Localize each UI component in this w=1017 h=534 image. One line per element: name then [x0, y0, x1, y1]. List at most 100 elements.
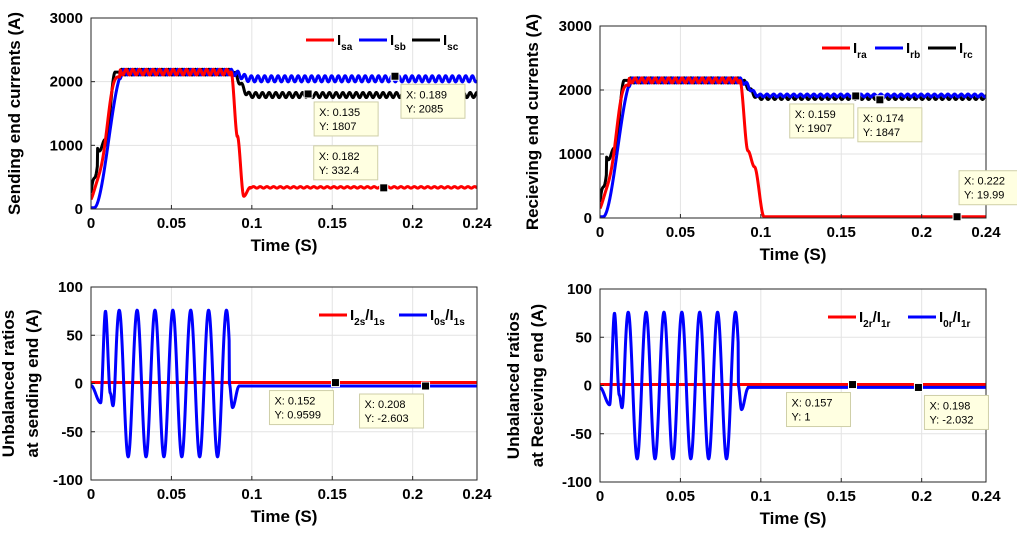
datatip-x: X: 0.152 [274, 396, 315, 408]
datatip-marker [952, 212, 962, 222]
legend-label-main: /I [365, 307, 373, 324]
y-tick-label: -100 [53, 472, 83, 489]
legend-label-main: I [859, 309, 863, 326]
legend-label-main: I [430, 307, 434, 324]
datatip-marker [848, 380, 858, 390]
datatip-marker [875, 95, 885, 105]
datatip-y: Y: 2085 [406, 103, 443, 115]
y-axis-title: at sending end (A) [23, 309, 42, 457]
datatip-x: X: 0.157 [792, 398, 833, 410]
x-axis-title: Time (S) [251, 236, 318, 255]
legend-label-main: I [390, 32, 394, 49]
legend-label-sub: sa [341, 42, 353, 53]
x-tick-label: 0.24 [971, 224, 1001, 241]
x-tick-label: 0.1 [241, 215, 262, 232]
legend: I2s/I1s I0s/I1s [319, 307, 465, 328]
x-tick-label: 0.05 [157, 486, 186, 503]
datatip: X: 0.135 Y: 1807 [303, 89, 379, 137]
series-group [91, 308, 477, 459]
legend-label-sub: rc [963, 50, 973, 61]
y-tick-label: 100 [567, 281, 592, 298]
legend-label-main: I [939, 309, 943, 326]
datatip-y: Y: 0.9599 [274, 410, 321, 422]
datatip-marker [421, 381, 431, 391]
datatip-box [268, 390, 334, 426]
legend-label-sub: 0r [943, 319, 953, 330]
datatip: X: 0.208 Y: -2.603 [359, 381, 431, 429]
legend-label-sub: 2s [354, 317, 366, 328]
y-tick-label: 0 [584, 210, 592, 227]
datatip: X: 0.174 Y: 1847 [857, 95, 923, 143]
datatip-x: X: 0.222 [964, 176, 1005, 188]
legend-label-main: I [350, 307, 354, 324]
y-axis-title: Unbalanced ratios [0, 310, 18, 457]
legend-label-sub: 2r [863, 319, 873, 330]
y-axis-title: Recieving end currents (A) [523, 14, 542, 230]
x-tick-label: 0.15 [318, 215, 347, 232]
y-tick-label: 3000 [559, 18, 592, 35]
x-tick-label: 0.15 [318, 486, 347, 503]
legend-label-main: I [853, 40, 857, 57]
legend-label: Irc [959, 40, 973, 61]
axes-box [90, 17, 478, 210]
datatip: X: 0.222 Y: 19.99 [952, 170, 1017, 222]
datatip-marker [851, 91, 861, 101]
panel-unbalanced-ratios-receiving: 0 0.05 0.1 0.15 0.2 0.24 -100 -50 0 50 100 Time (S)… [504, 281, 1001, 528]
y-tick-label: 50 [66, 327, 83, 344]
y-axis-title: Sending end currents (A) [5, 12, 24, 215]
datatip: X: 0.182 Y: 332.4 [313, 145, 389, 193]
legend-label-sub: 1s [454, 317, 466, 328]
legend-label: I2r/I1r [859, 309, 891, 330]
y-tick-label: -100 [562, 474, 592, 491]
legend-label-main: /I [953, 309, 961, 326]
legend-label-sub: 1s [374, 317, 386, 328]
legend-label-sub: 1r [881, 319, 891, 330]
datatip-box [923, 394, 989, 430]
x-tick-label: 0.05 [666, 224, 695, 241]
x-tick-label: 0.24 [971, 488, 1001, 505]
legend-label-sub: ra [857, 50, 867, 61]
datatip-box [313, 145, 379, 181]
x-tick-label: 0.2 [911, 224, 932, 241]
datatip-x: X: 0.174 [863, 113, 904, 125]
legend-label-main: I [443, 32, 447, 49]
datatip-y: Y: -2.032 [929, 414, 973, 426]
datatip: X: 0.152 Y: 0.9599 [268, 378, 340, 426]
x-tick-label: 0.1 [750, 224, 771, 241]
y-tick-label: 2000 [559, 82, 592, 99]
legend-label-sub: rb [910, 50, 920, 61]
datatip-x: X: 0.182 [319, 151, 360, 163]
y-tick-label: 100 [58, 279, 83, 296]
x-axis-title: Time (S) [251, 507, 318, 526]
legend-label-main: I [337, 32, 341, 49]
x-tick-label: 0.2 [402, 486, 423, 503]
y-tick-label: 0 [75, 376, 83, 393]
x-tick-label: 0 [87, 215, 95, 232]
y-tick-label: 0 [75, 201, 83, 218]
x-axis-title: Time (S) [760, 245, 827, 264]
y-axis-title: at Recieving end (A) [528, 304, 547, 467]
panel-receiving-end-currents: 0 0.05 0.1 0.15 0.2 0.24 0 1000 2000 3000 Time (S)… [523, 14, 1017, 264]
y-tick-label: 3000 [50, 10, 83, 27]
y-tick-label: -50 [61, 424, 83, 441]
y-tick-label: 1000 [50, 137, 83, 154]
datatip-x: X: 0.189 [406, 89, 447, 101]
x-tick-label: 0.1 [241, 486, 262, 503]
legend-label-sub: 0s [434, 317, 446, 328]
datatip-x: X: 0.135 [319, 107, 360, 119]
y-tick-label: 50 [575, 329, 592, 346]
datatip-marker [379, 183, 389, 193]
legend-label: Isc [443, 32, 459, 53]
legend-label-main: I [959, 40, 963, 57]
datatip-y: Y: 1907 [795, 123, 832, 135]
legend: Isa Isb Isc [306, 32, 459, 53]
y-tick-label: 0 [584, 378, 592, 395]
x-tick-label: 0.1 [750, 488, 771, 505]
datatip-box [786, 392, 852, 428]
series-line-i-sa [91, 67, 477, 201]
datatip: X: 0.198 Y: -2.032 [913, 382, 989, 430]
datatip-y: Y: 1847 [863, 127, 900, 139]
datatip-box [313, 101, 379, 137]
x-tick-label: 0.2 [911, 488, 932, 505]
datatip-marker [330, 378, 340, 388]
